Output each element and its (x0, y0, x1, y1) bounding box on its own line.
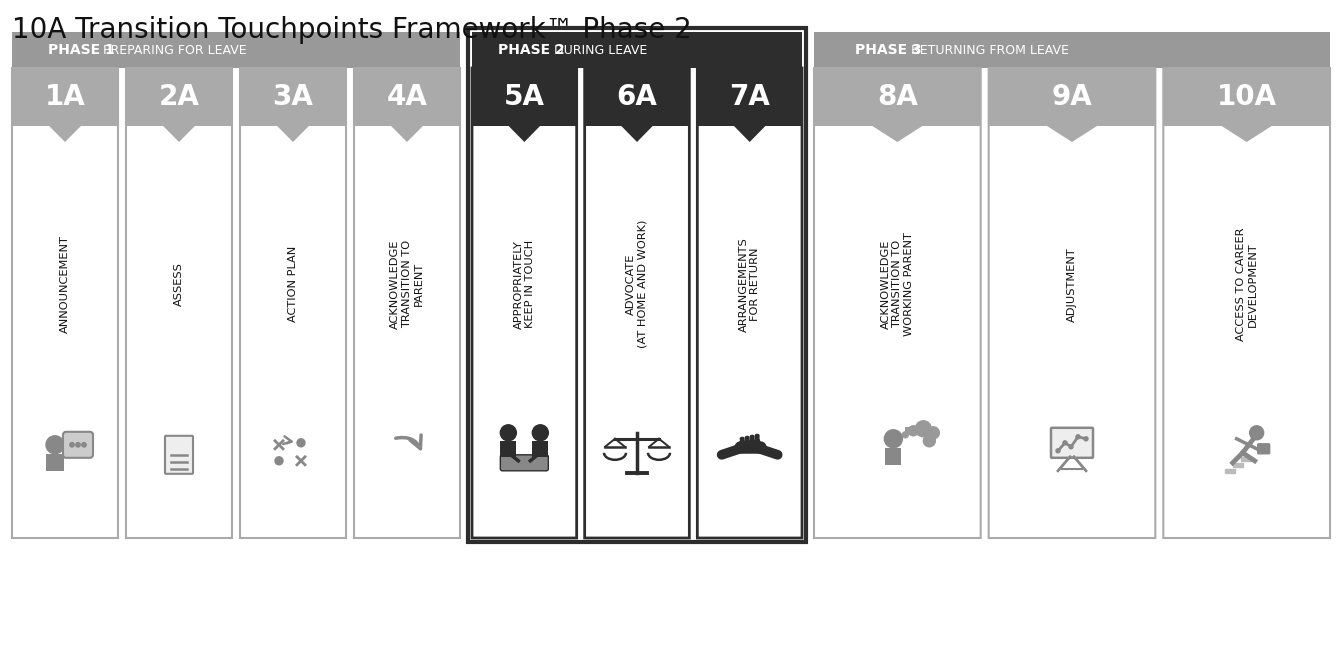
Circle shape (275, 457, 283, 465)
FancyBboxPatch shape (989, 68, 1155, 538)
FancyBboxPatch shape (354, 68, 460, 538)
Circle shape (915, 421, 931, 437)
Polygon shape (584, 68, 689, 142)
Text: ACTION PLAN: ACTION PLAN (288, 246, 297, 323)
Text: DURING LEAVE: DURING LEAVE (553, 43, 647, 57)
Text: RETURNING FROM LEAVE: RETURNING FROM LEAVE (911, 43, 1069, 57)
Text: PHASE 1: PHASE 1 (48, 43, 115, 57)
Text: 10A Transition Touchpoints Framework™ Phase 2: 10A Transition Touchpoints Framework™ Ph… (12, 16, 691, 44)
FancyBboxPatch shape (813, 68, 981, 538)
FancyBboxPatch shape (697, 68, 803, 538)
Text: 6A: 6A (616, 83, 658, 111)
Circle shape (70, 443, 74, 447)
Circle shape (46, 436, 64, 454)
FancyBboxPatch shape (12, 68, 118, 538)
Polygon shape (886, 448, 902, 465)
Text: ACKNOWLEDGE
TRANSITION TO
WORKING PARENT: ACKNOWLEDGE TRANSITION TO WORKING PARENT (880, 232, 914, 336)
FancyBboxPatch shape (165, 436, 193, 474)
Circle shape (1063, 441, 1067, 445)
FancyBboxPatch shape (240, 68, 346, 538)
FancyBboxPatch shape (500, 455, 548, 471)
Polygon shape (46, 454, 64, 471)
Circle shape (923, 435, 935, 447)
Polygon shape (126, 68, 232, 142)
Text: ADJUSTMENT: ADJUSTMENT (1067, 246, 1077, 321)
Polygon shape (240, 68, 346, 142)
FancyArrowPatch shape (395, 435, 421, 449)
Circle shape (1056, 449, 1060, 453)
Text: ASSESS: ASSESS (174, 263, 184, 306)
Text: 9A: 9A (1052, 83, 1092, 111)
Text: 2A: 2A (158, 83, 200, 111)
FancyBboxPatch shape (472, 68, 576, 538)
Text: 5A: 5A (504, 83, 545, 111)
Polygon shape (500, 441, 516, 457)
Bar (1233, 463, 1242, 467)
FancyBboxPatch shape (12, 32, 460, 68)
FancyBboxPatch shape (63, 432, 92, 458)
Text: PREPARING FOR LEAVE: PREPARING FOR LEAVE (103, 43, 247, 57)
Polygon shape (906, 427, 934, 435)
Circle shape (902, 432, 909, 438)
Circle shape (76, 443, 80, 447)
Circle shape (532, 425, 548, 441)
Circle shape (1069, 445, 1073, 449)
Circle shape (1076, 435, 1080, 439)
Circle shape (927, 427, 939, 439)
Text: ACKNOWLEDGE
TRANSITION TO
PARENT: ACKNOWLEDGE TRANSITION TO PARENT (390, 240, 423, 329)
FancyBboxPatch shape (472, 32, 803, 68)
Circle shape (884, 430, 902, 448)
Text: 4A: 4A (386, 83, 427, 111)
FancyBboxPatch shape (584, 68, 689, 538)
Circle shape (500, 425, 516, 441)
Circle shape (1084, 437, 1088, 441)
FancyBboxPatch shape (1163, 68, 1331, 538)
Text: ADVOCATE
(AT HOME AND WORK): ADVOCATE (AT HOME AND WORK) (626, 220, 647, 349)
FancyBboxPatch shape (126, 68, 232, 538)
Text: 8A: 8A (876, 83, 918, 111)
Circle shape (1250, 426, 1264, 440)
Circle shape (297, 439, 306, 447)
Text: 10A: 10A (1217, 83, 1277, 111)
Text: 3A: 3A (272, 83, 314, 111)
Polygon shape (354, 68, 460, 142)
Text: APPROPRIATELY
KEEP IN TOUCH: APPROPRIATELY KEEP IN TOUCH (513, 240, 535, 329)
Polygon shape (697, 68, 803, 142)
Text: 1A: 1A (44, 83, 86, 111)
Bar (1241, 457, 1250, 461)
Text: ARRANGEMENTS
FOR RETURN: ARRANGEMENTS FOR RETURN (738, 237, 761, 331)
Circle shape (82, 443, 86, 447)
Polygon shape (813, 68, 981, 142)
Text: PHASE 2: PHASE 2 (498, 43, 565, 57)
Polygon shape (472, 68, 576, 142)
Text: 7A: 7A (729, 83, 770, 111)
Text: PHASE 3: PHASE 3 (855, 43, 922, 57)
Polygon shape (1163, 68, 1331, 142)
FancyBboxPatch shape (1051, 428, 1093, 458)
Bar (1225, 469, 1234, 473)
Polygon shape (12, 68, 118, 142)
FancyArrowPatch shape (283, 436, 292, 444)
Circle shape (909, 426, 918, 436)
Text: ACCESS TO CAREER
DEVELOPMENT: ACCESS TO CAREER DEVELOPMENT (1235, 227, 1257, 341)
FancyBboxPatch shape (813, 32, 1331, 68)
Polygon shape (532, 441, 548, 457)
Polygon shape (989, 68, 1155, 142)
Text: ANNOUNCEMENT: ANNOUNCEMENT (60, 235, 70, 333)
FancyBboxPatch shape (1258, 444, 1270, 454)
